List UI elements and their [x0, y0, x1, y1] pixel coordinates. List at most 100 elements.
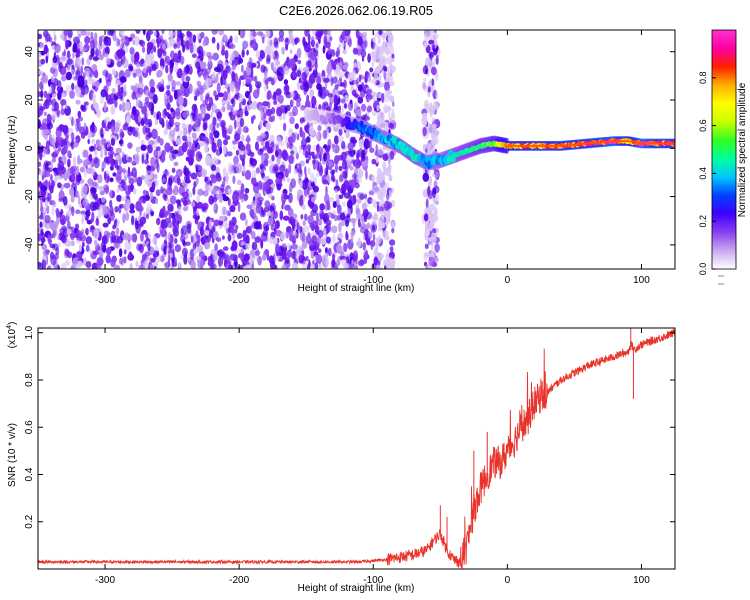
noise-cell	[347, 101, 354, 112]
noise-cell	[191, 201, 196, 208]
noise-cell	[211, 157, 218, 166]
noise-cell	[383, 67, 387, 72]
noise-cell	[93, 228, 100, 240]
noise-cell	[205, 155, 212, 166]
noise-cell	[204, 50, 208, 56]
noise-cell	[66, 209, 72, 217]
noise-cell	[125, 185, 131, 196]
noise-cell	[376, 113, 382, 124]
colorbar-tick-label: 0.4	[698, 167, 708, 180]
noise-cell	[345, 165, 348, 176]
noise-cell	[244, 187, 250, 194]
noise-cell	[286, 243, 291, 250]
noise-cell	[75, 87, 81, 97]
noise-cell	[124, 101, 131, 111]
noise-cell	[241, 64, 244, 73]
noise-cell	[279, 164, 286, 173]
noise-cell	[156, 217, 161, 226]
noise-cell	[45, 55, 49, 64]
y-tick-label: 1.0	[24, 325, 35, 339]
noise-cell	[257, 31, 264, 36]
noise-cell	[286, 249, 292, 258]
noise-cell	[193, 249, 197, 255]
noise-cell	[75, 230, 83, 238]
noise-cell	[176, 37, 180, 43]
noise-cell	[306, 94, 310, 103]
noise-cell	[279, 210, 284, 221]
noise-cell	[159, 208, 165, 219]
noise-cell	[74, 63, 80, 69]
noise-cell	[299, 117, 304, 124]
noise-cell	[260, 153, 265, 162]
noise-cell	[300, 79, 304, 85]
noise-cell	[228, 111, 233, 117]
noise-cell	[194, 164, 199, 169]
x-tick-label: 100	[633, 275, 650, 286]
noise-cell	[175, 199, 181, 204]
noise-cell	[60, 218, 65, 226]
noise-cell	[173, 175, 180, 184]
noise-cell	[122, 123, 129, 131]
noise-cell	[76, 235, 83, 241]
noise-cell	[300, 214, 304, 220]
noise-cell	[389, 190, 392, 198]
noise-cell	[317, 125, 322, 132]
noise-cell	[103, 162, 106, 169]
noise-cell	[425, 143, 432, 150]
noise-cell	[150, 210, 155, 217]
noise-cell	[271, 115, 276, 122]
noise-cell	[389, 95, 395, 102]
noise-cell	[163, 210, 171, 216]
noise-cell	[141, 229, 148, 235]
noise-cell	[203, 122, 208, 131]
noise-cell	[146, 152, 149, 161]
noise-cell	[288, 154, 294, 165]
noise-cell	[48, 264, 52, 269]
noise-cell	[38, 33, 42, 40]
noise-cell	[243, 70, 247, 80]
noise-cell	[163, 221, 168, 229]
noise-cell	[111, 87, 116, 95]
noise-cell	[387, 66, 390, 74]
noise-cell	[375, 144, 378, 153]
noise-cell	[271, 78, 275, 86]
noise-cell	[332, 63, 337, 71]
noise-cell	[162, 50, 167, 56]
noise-cell	[304, 150, 309, 159]
noise-cell	[155, 189, 161, 197]
noise-cell	[94, 197, 99, 205]
noise-cell	[190, 114, 193, 124]
noise-cell	[332, 210, 337, 215]
noise-cell	[320, 30, 324, 36]
noise-cell	[314, 262, 319, 269]
y-tick-label: 20	[24, 94, 35, 106]
noise-cell	[232, 232, 236, 241]
noise-cell	[119, 128, 124, 140]
noise-cell	[124, 68, 131, 78]
noise-cell	[131, 106, 137, 116]
noise-cell	[234, 34, 239, 44]
noise-cell	[289, 116, 295, 125]
noise-cell	[332, 253, 336, 261]
noise-cell	[422, 126, 427, 137]
noise-cell	[85, 104, 89, 111]
noise-cell	[432, 215, 437, 224]
noise-cell	[199, 134, 204, 140]
noise-cell	[341, 42, 345, 48]
noise-cell	[167, 221, 174, 229]
noise-cell	[82, 198, 89, 207]
noise-cell	[339, 35, 344, 44]
noise-cell	[255, 204, 263, 214]
x-tick-label: 0	[505, 275, 511, 286]
noise-cell	[146, 144, 153, 150]
noise-cell	[268, 205, 275, 212]
noise-cell	[325, 222, 332, 234]
noise-cell	[372, 202, 378, 208]
noise-cell	[173, 161, 179, 167]
noise-cell	[389, 239, 396, 246]
noise-cell	[175, 138, 182, 146]
noise-cell	[102, 244, 107, 253]
noise-cell	[274, 59, 278, 65]
noise-cell	[41, 259, 47, 269]
noise-cell	[307, 186, 310, 196]
